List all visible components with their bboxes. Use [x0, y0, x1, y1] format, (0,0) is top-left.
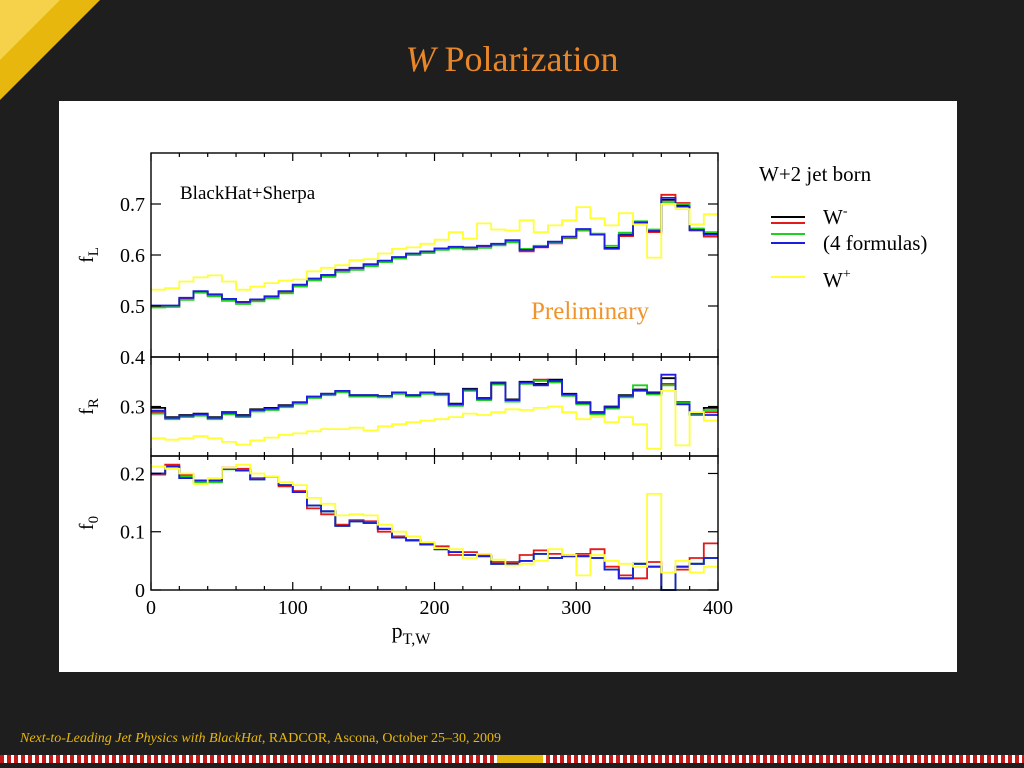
legend-entry-w-plus: W+ [823, 267, 851, 292]
x-tick-label: 200 [420, 597, 450, 619]
series-line-fR-3 [151, 373, 718, 419]
series-line-fL-3 [151, 197, 718, 307]
y-tick-label-f0: 0 [135, 580, 145, 602]
polarization-chart: 0.5 0.6 0.7 fL 0.3 fR 0 0.1 0.2 f0 0.4 0 100 200 300 40… [76, 152, 927, 648]
footer-stripe-marker [497, 755, 543, 763]
series-line-f0-3 [151, 465, 718, 591]
x-axis-label: pT,W [392, 618, 432, 648]
x-tick-label: 100 [278, 597, 308, 619]
y-tick-label-f0: 0.2 [120, 463, 145, 485]
slide-title: W Polarization [0, 38, 1024, 80]
figure-panel: 0.5 0.6 0.7 fL 0.3 fR 0 0.1 0.2 f0 0.4 0 100 200 300 40… [59, 101, 957, 672]
y-tick-label-f0: 0.1 [120, 522, 145, 544]
series-line-fR-4 [151, 390, 718, 450]
x-tick-label: 300 [561, 597, 591, 619]
y-axis-label-fL: fL [76, 247, 102, 263]
footer-conference: , RADCOR, Ascona, October 25–30, 2009 [261, 731, 501, 746]
slide-title-italic: W [405, 39, 436, 79]
series-line-f0-4 [151, 463, 718, 577]
x-tick-label: 400 [703, 597, 733, 619]
slide-title-rest: Polarization [444, 39, 619, 79]
y-tick-label-fL-lower: 0.4 [120, 347, 145, 369]
annotation-blackhat-sherpa: BlackHat+Sherpa [180, 183, 316, 204]
legend-title: W+2 jet born [759, 162, 872, 186]
watermark-preliminary: Preliminary [531, 298, 650, 325]
x-tick-label: 0 [146, 597, 156, 619]
series-line-fL-4 [151, 203, 718, 291]
legend-entry-4-formulas: (4 formulas) [823, 231, 927, 255]
footer-talk-title: Next-to-Leading Jet Physics with BlackHa… [20, 731, 262, 746]
corner-decoration-highlight [0, 0, 60, 60]
slide-footer: Next-to-Leading Jet Physics with BlackHa… [20, 731, 501, 747]
y-tick-label-fL: 0.5 [120, 296, 145, 318]
y-axis-label-f0: f0 [76, 516, 102, 530]
y-tick-label-fL: 0.6 [120, 245, 145, 267]
legend-entry-w-minus: W- [823, 204, 848, 229]
y-axis-label-fR: fR [76, 398, 102, 415]
y-tick-label-fR: 0.3 [120, 397, 145, 419]
y-tick-label-fL: 0.7 [120, 194, 145, 216]
